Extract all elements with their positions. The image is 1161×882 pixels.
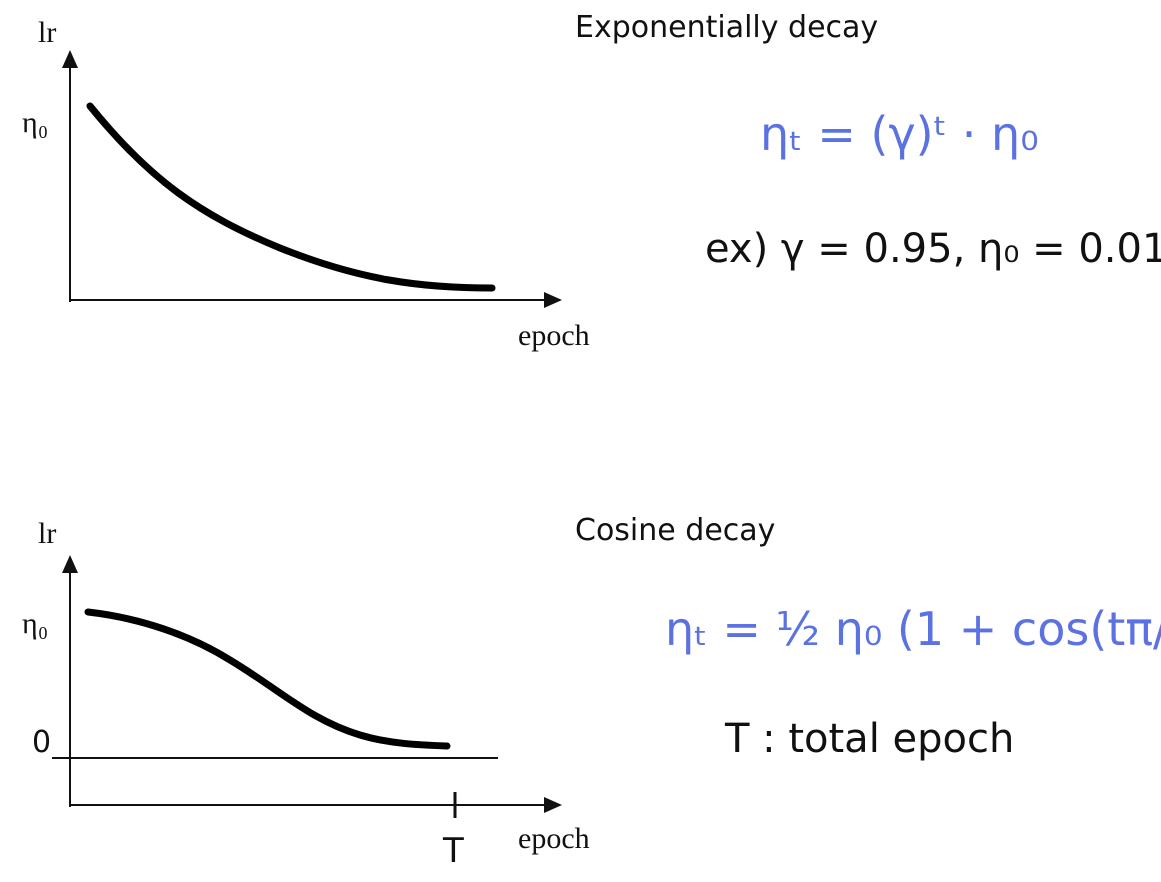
title: Cosine decay: [575, 513, 775, 548]
cos-panel: lr η₀ 0 T epoch Cosine decay ηₜ = ½ η₀ (…: [22, 513, 1161, 871]
x-label: epoch: [518, 319, 590, 352]
cos-curve: [84, 608, 451, 750]
y-label: lr: [38, 517, 56, 550]
exp-panel: lr η₀ epoch Exponentially decay ηₜ = (γ)…: [22, 10, 1161, 352]
note: ex) γ = 0.95, η₀ = 0.01: [705, 226, 1161, 272]
formula: ηₜ = (γ)ᵗ · η₀: [760, 107, 1039, 161]
y-tick: η₀: [22, 607, 48, 640]
x-tick-label: T: [442, 831, 464, 871]
x-label: epoch: [518, 822, 590, 855]
title: Exponentially decay: [575, 10, 878, 45]
formula: ηₜ = ½ η₀ (1 + cos(tπ/T)): [665, 602, 1161, 656]
exp-curve: [86, 102, 496, 292]
y-label: lr: [38, 16, 56, 49]
y-tick: η₀: [22, 106, 48, 139]
zero-label: 0: [32, 725, 51, 760]
note: T : total epoch: [724, 716, 1014, 762]
